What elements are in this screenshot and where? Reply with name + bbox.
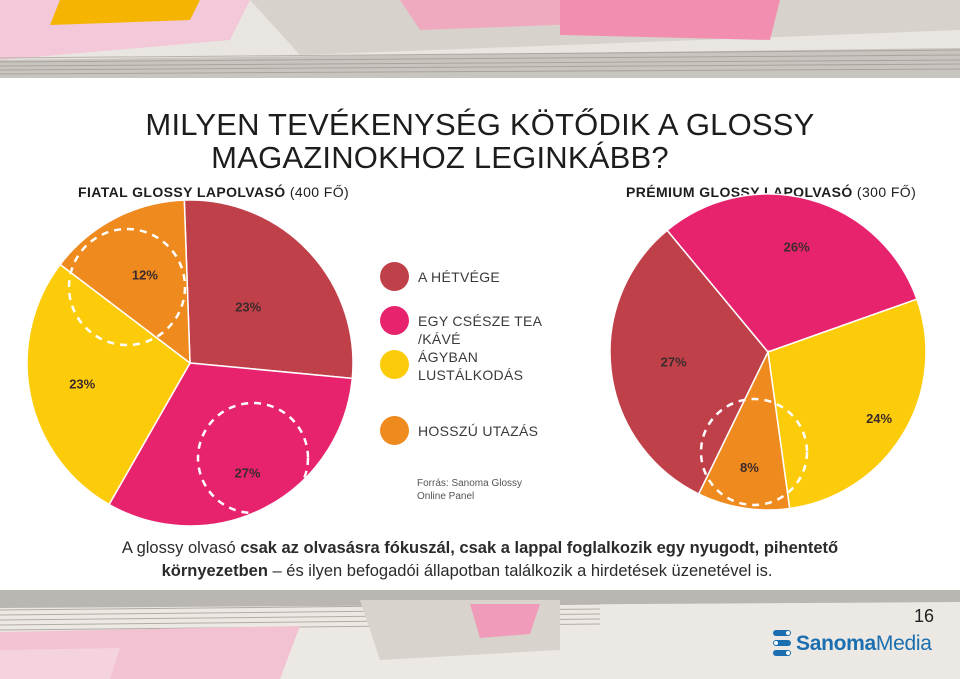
left-chart-heading: FIATAL GLOSSY LAPOLVASÓ (400 FŐ) [78, 184, 349, 200]
source-note: Forrás: Sanoma Glossy Online Panel [417, 477, 547, 503]
footer-text-b: csak az olvasásra fókuszál, csak a lappa… [240, 539, 839, 557]
legend-label: A HÉTVÉGE [418, 269, 501, 285]
legend-swatch [380, 262, 409, 291]
footer-text-d: – és ilyen befogadói állapotban találkoz… [267, 562, 773, 580]
pie-slice-label: 23% [235, 300, 261, 315]
legend-item-long-journey: HOSSZÚ UTAZÁS [380, 338, 580, 445]
left-chart-heading-count: (400 FŐ) [285, 184, 350, 200]
pie-chart-premium: 27% 26% 24% 8% [609, 193, 927, 511]
right-chart-heading-count: (300 FŐ) [852, 184, 917, 200]
legend-swatch [380, 350, 409, 379]
footer-text-line-2: környezetben – és ilyen befogadói állapo… [0, 561, 947, 582]
pie-slice-label: 23% [69, 376, 95, 391]
legend-swatch [380, 306, 409, 335]
legend-label: HOSSZÚ UTAZÁS [418, 423, 539, 439]
logo-word-sanoma: Sanoma [796, 632, 876, 655]
legend-label: EGY CSÉSZE TEA /KÁVÉ [418, 313, 542, 347]
left-chart-heading-bold: FIATAL GLOSSY LAPOLVASÓ [78, 184, 286, 200]
pie-slice-label: 12% [132, 267, 158, 282]
dashed-highlight-circles [67, 227, 809, 515]
magazine-stack-photo-bottom [0, 590, 960, 679]
magazine-stack-photo-top [0, 0, 960, 78]
page-number: 16 [913, 606, 934, 626]
pie-slice-label: 24% [866, 411, 892, 426]
logo-wordmark: SanomaMedia [796, 632, 932, 656]
dashed-circle [196, 401, 310, 515]
sanoma-media-logo: SanomaMedia [770, 628, 945, 660]
footer-text-c: környezetben [161, 562, 268, 580]
page-title-line-1: MILYEN TEVÉKENYSÉG KÖTŐDIK A GLOSSY [145, 107, 815, 142]
pie-slice-label: 26% [784, 239, 810, 254]
page-title-line-2: MAGAZINOKHOZ LEGINKÁBB? [211, 140, 669, 175]
legend-item-weekend: A HÉTVÉGE [380, 184, 580, 291]
pie-slice-label: 8% [740, 460, 759, 475]
pie-slice [26, 263, 191, 506]
dashed-circle [67, 227, 187, 347]
source-line-1: Forrás: Sanoma Glossy [417, 478, 523, 489]
legend-item-lounging-in-bed: ÁGYBAN LUSTÁLKODÁS [380, 272, 580, 383]
logo-word-media: Media [875, 632, 932, 655]
footer-text-line-1: A glossy olvasó csak az olvasásra fókusz… [0, 538, 960, 559]
legend-label: ÁGYBAN [418, 349, 479, 365]
pie-slice-label: 27% [235, 465, 261, 480]
source-line-2: Online Panel [417, 491, 475, 502]
pie-slice-label: 27% [661, 355, 687, 370]
pie-slice [609, 229, 769, 496]
pie-slice [666, 193, 918, 353]
sanoma-logo-icon [773, 630, 791, 656]
pie-slice [183, 199, 354, 380]
dashed-circle [699, 397, 809, 507]
legend-label-line-2: LUSTÁLKODÁS [418, 367, 524, 383]
pie-slice [108, 362, 354, 527]
pie-slice [697, 349, 791, 511]
legend-swatch [380, 416, 409, 445]
legend-item-tea-coffee: EGY CSÉSZE TEA /KÁVÉ [380, 228, 580, 347]
footer-text-a: A glossy olvasó [121, 539, 241, 557]
